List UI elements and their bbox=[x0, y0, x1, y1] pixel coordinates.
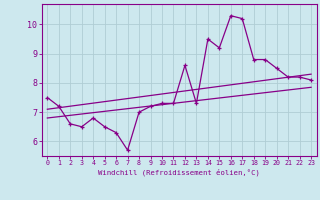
X-axis label: Windchill (Refroidissement éolien,°C): Windchill (Refroidissement éolien,°C) bbox=[98, 169, 260, 176]
